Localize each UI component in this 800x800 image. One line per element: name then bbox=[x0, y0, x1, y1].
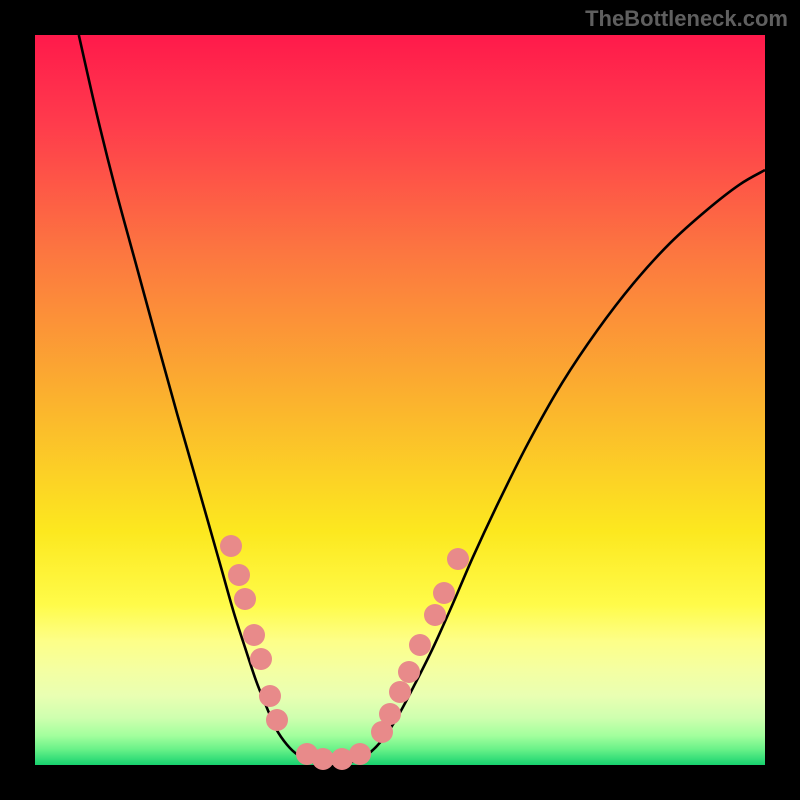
watermark-text: TheBottleneck.com bbox=[585, 6, 788, 32]
chart-frame: TheBottleneck.com bbox=[0, 0, 800, 800]
gradient-background bbox=[35, 35, 765, 765]
plot-area bbox=[35, 35, 765, 765]
